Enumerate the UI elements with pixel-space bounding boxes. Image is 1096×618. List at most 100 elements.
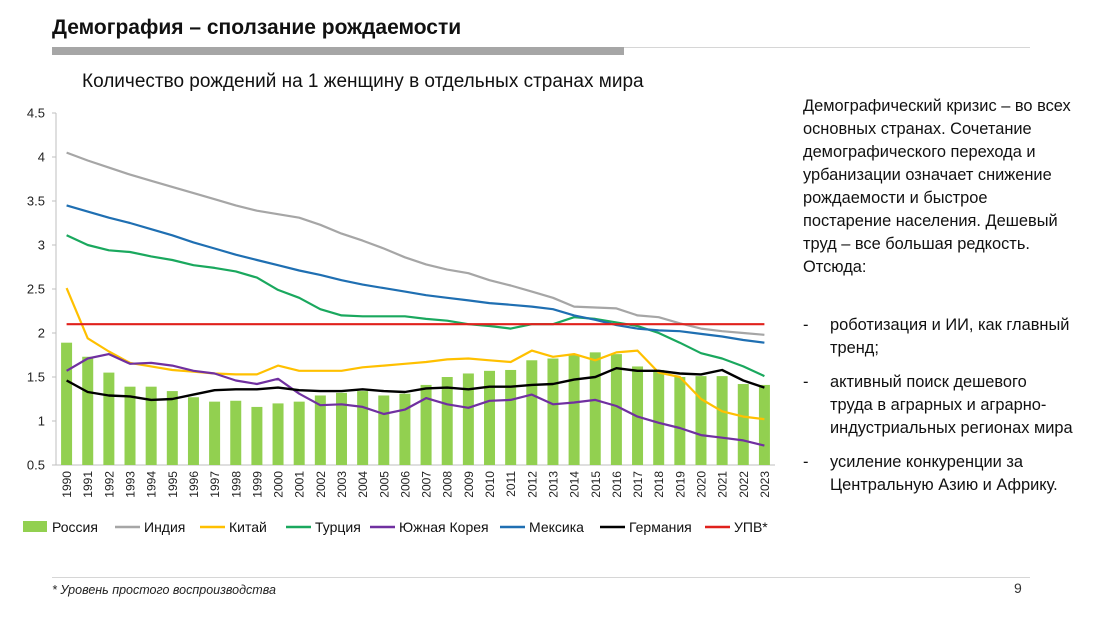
bullet-item: - усиление конкуренции за Центральную Ази… bbox=[803, 451, 1073, 497]
x-tick-label: 2010 bbox=[483, 471, 497, 498]
x-tick-label: 1997 bbox=[208, 471, 222, 498]
y-tick-label: 3 bbox=[38, 238, 45, 253]
bullet-marker: - bbox=[803, 316, 809, 334]
bullet-text: усиление конкуренции за Центральную Азию… bbox=[830, 453, 1058, 494]
bullet-marker: - bbox=[803, 373, 809, 391]
bar-russia bbox=[145, 386, 157, 465]
x-tick-label: 2023 bbox=[758, 471, 772, 498]
x-tick-label: 2012 bbox=[525, 471, 539, 498]
bar-russia bbox=[399, 393, 411, 465]
x-tick-label: 2014 bbox=[568, 471, 582, 498]
bar-russia bbox=[251, 406, 263, 465]
x-tick-label: 1990 bbox=[60, 471, 74, 498]
x-tick-label: 2020 bbox=[694, 471, 708, 498]
y-tick-label: 2 bbox=[38, 326, 45, 341]
bullet-item: - активный поиск дешевого труда в аграрны… bbox=[803, 371, 1073, 440]
legend-label: Индия bbox=[144, 519, 185, 535]
bar-russia bbox=[420, 384, 432, 465]
bar-russia bbox=[61, 342, 73, 465]
page-number: 9 bbox=[1014, 580, 1022, 596]
bar-russia bbox=[505, 369, 517, 465]
bar-russia bbox=[568, 355, 580, 465]
bar-russia bbox=[103, 372, 115, 465]
slide-title: Демография – сползание рождаемости bbox=[52, 16, 462, 39]
x-tick-label: 1996 bbox=[187, 471, 201, 498]
bar-russia bbox=[653, 369, 665, 465]
bar-russia bbox=[335, 392, 347, 465]
footer-divider bbox=[52, 577, 1030, 578]
legend-label: УПВ* bbox=[734, 519, 768, 535]
series-line-Мексика bbox=[66, 204, 765, 344]
bar-russia bbox=[484, 370, 496, 465]
x-tick-label: 2015 bbox=[589, 471, 603, 498]
bullet-list: - роботизация и ИИ, как главный тренд; - а… bbox=[803, 314, 1073, 508]
x-tick-label: 2002 bbox=[314, 471, 328, 498]
series-line-Китай bbox=[65, 287, 765, 421]
x-tick-label: 2019 bbox=[673, 471, 687, 498]
x-tick-label: 2018 bbox=[652, 471, 666, 498]
bar-russia bbox=[293, 401, 305, 465]
bar-russia bbox=[230, 400, 242, 465]
x-tick-label: 1999 bbox=[250, 471, 264, 498]
x-tick-label: 2008 bbox=[441, 471, 455, 498]
bar-russia bbox=[737, 384, 749, 465]
y-tick-label: 4.5 bbox=[27, 106, 45, 121]
bullet-text: роботизация и ИИ, как главный тренд; bbox=[830, 316, 1070, 357]
bar-russia bbox=[610, 354, 622, 465]
legend-label: Германия bbox=[629, 519, 692, 535]
chart-title: Количество рождений на 1 женщину в отдел… bbox=[82, 71, 644, 92]
x-tick-label: 2000 bbox=[272, 471, 286, 498]
legend-swatch bbox=[23, 521, 47, 532]
series-line-Южная Корея bbox=[66, 353, 765, 447]
legend-label: Турция bbox=[315, 519, 361, 535]
x-tick-label: 2016 bbox=[610, 471, 624, 498]
bar-russia bbox=[526, 360, 538, 465]
x-tick-label: 2006 bbox=[398, 471, 412, 498]
bar-russia bbox=[314, 395, 326, 465]
bar-russia bbox=[441, 377, 453, 465]
x-tick-label: 2017 bbox=[631, 471, 645, 498]
y-tick-label: 1 bbox=[38, 414, 45, 429]
x-tick-label: 1993 bbox=[124, 471, 138, 498]
x-tick-label: 1994 bbox=[145, 471, 159, 498]
x-tick-label: 1992 bbox=[102, 471, 116, 498]
x-tick-label: 1998 bbox=[229, 471, 243, 498]
bar-russia bbox=[272, 403, 284, 465]
bar-russia bbox=[758, 384, 770, 465]
bullet-text: активный поиск дешевого труда в аграрных… bbox=[830, 373, 1073, 437]
bar-russia bbox=[589, 352, 601, 465]
x-tick-label: 2011 bbox=[504, 471, 518, 497]
series-line-Турция bbox=[66, 234, 765, 378]
x-tick-label: 1995 bbox=[166, 471, 180, 498]
series-line-Германия bbox=[66, 367, 765, 402]
bar-russia bbox=[695, 376, 707, 465]
x-tick-label: 2009 bbox=[462, 471, 476, 498]
legend-label: Китай bbox=[229, 519, 267, 535]
x-tick-label: 2001 bbox=[293, 471, 307, 498]
x-tick-label: 2007 bbox=[420, 471, 434, 498]
legend-label: Южная Корея bbox=[399, 519, 489, 535]
bar-russia bbox=[209, 401, 221, 465]
bar-russia bbox=[378, 395, 390, 465]
title-accent-bar bbox=[52, 47, 624, 55]
x-tick-label: 2005 bbox=[377, 471, 391, 498]
bullet-marker: - bbox=[803, 453, 809, 471]
y-tick-label: 1.5 bbox=[27, 370, 45, 385]
y-tick-label: 4 bbox=[38, 150, 45, 165]
side-paragraph: Демографический кризис – во всех основны… bbox=[803, 97, 1071, 276]
bar-russia bbox=[124, 386, 136, 465]
bar-russia bbox=[462, 373, 474, 465]
x-tick-label: 2003 bbox=[335, 471, 349, 498]
legend-label: Мексика bbox=[529, 519, 584, 535]
x-tick-label: 2021 bbox=[716, 471, 730, 498]
y-tick-label: 3.5 bbox=[27, 194, 45, 209]
fertility-chart: 0.5 1 1.5 2 2.5 3 3.5 4 4.5 1990 1991 1992 1993 1994 1… bbox=[23, 106, 775, 535]
bar-russia bbox=[547, 358, 559, 465]
side-text-block: Демографический кризис – во всех основны… bbox=[803, 95, 1073, 279]
x-tick-label: 2022 bbox=[737, 471, 751, 498]
bar-russia bbox=[187, 397, 199, 465]
series-line-Индия bbox=[66, 151, 765, 336]
bar-russia bbox=[674, 377, 686, 465]
legend-label: Россия bbox=[52, 519, 98, 535]
bar-russia bbox=[166, 391, 178, 465]
